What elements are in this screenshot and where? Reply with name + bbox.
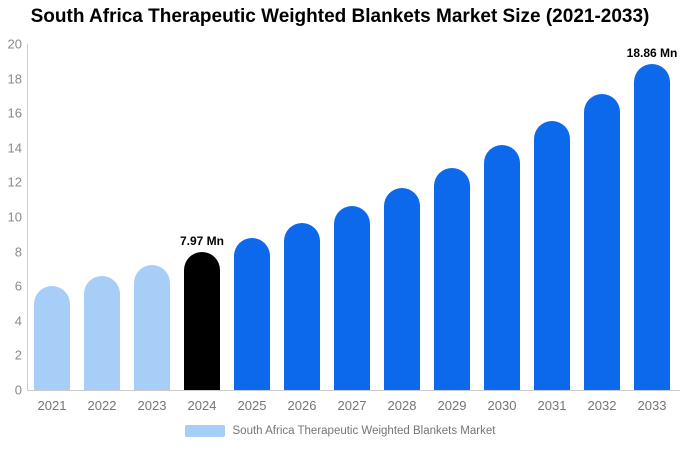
- x-axis-tick-label-2028: 2028: [387, 398, 417, 413]
- bar-2024: [184, 252, 220, 390]
- x-axis-tick-label-2033: 2033: [637, 398, 667, 413]
- bar-2025: [234, 238, 270, 390]
- bar-2029: [434, 167, 470, 390]
- legend-label: South Africa Therapeutic Weighted Blanke…: [232, 425, 496, 437]
- bar-2033: [634, 63, 670, 390]
- y-axis-tick-label-16: 16: [7, 105, 22, 121]
- x-axis-tick-label-2027: 2027: [337, 398, 367, 413]
- y-axis-line: [27, 44, 28, 390]
- bar-2022: [84, 275, 120, 390]
- y-axis-tick-label-14: 14: [7, 140, 22, 156]
- y-axis-tick-label-8: 8: [14, 244, 22, 260]
- y-axis-tick-label-0: 0: [14, 382, 22, 398]
- y-axis-tick-label-18: 18: [7, 71, 22, 87]
- x-axis-line: [27, 390, 680, 391]
- bar-2030: [484, 145, 520, 390]
- bar-2027: [334, 206, 370, 390]
- bar-2028: [384, 187, 420, 390]
- x-axis-tick-label-2029: 2029: [437, 398, 467, 413]
- x-axis-tick-label-2032: 2032: [587, 398, 617, 413]
- x-axis-tick-label-2026: 2026: [287, 398, 317, 413]
- bar-2023: [134, 264, 170, 390]
- value-label-2024: 7.97 Mn: [179, 234, 225, 249]
- y-axis-tick-label-4: 4: [14, 313, 22, 329]
- x-axis-tick-label-2023: 2023: [137, 398, 167, 413]
- y-axis-tick-label-20: 20: [7, 36, 22, 52]
- x-axis-tick-label-2024: 2024: [187, 398, 217, 413]
- x-axis-tick-label-2030: 2030: [487, 398, 517, 413]
- legend-swatch: [184, 425, 225, 437]
- y-axis-tick-label-12: 12: [7, 174, 22, 190]
- chart-legend: South Africa Therapeutic Weighted Blanke…: [0, 425, 680, 437]
- bar-2032: [584, 93, 620, 390]
- bar-2031: [534, 120, 570, 390]
- y-axis-tick-label-6: 6: [14, 278, 22, 294]
- bar-2026: [284, 223, 320, 390]
- bar-2021: [34, 286, 70, 390]
- y-axis-tick-label-2: 2: [14, 347, 22, 363]
- chart-title: South Africa Therapeutic Weighted Blanke…: [30, 6, 650, 27]
- y-axis-tick-label-10: 10: [7, 209, 22, 225]
- value-label-2033: 18.86 Mn: [626, 45, 678, 60]
- x-axis-tick-label-2025: 2025: [237, 398, 267, 413]
- x-axis-tick-label-2022: 2022: [87, 398, 117, 413]
- x-axis-tick-label-2021: 2021: [37, 398, 67, 413]
- x-axis-tick-label-2031: 2031: [537, 398, 567, 413]
